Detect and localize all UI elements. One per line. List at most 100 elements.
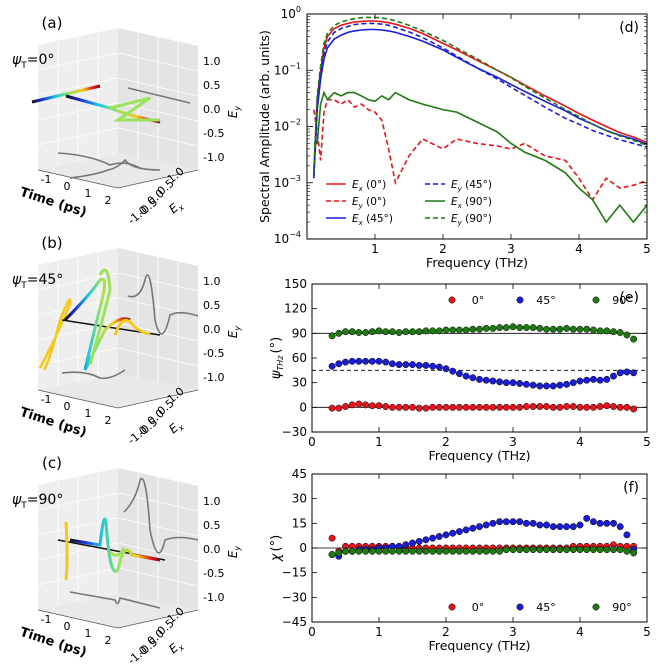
data-point-90 [409, 547, 416, 555]
data-point-0 [429, 403, 437, 411]
data-point-45 [455, 370, 463, 378]
legend-symbol: E [352, 213, 359, 225]
y-tick-label: 120 [284, 302, 307, 316]
legend-tail: (45°) [462, 179, 492, 191]
data-point-90 [623, 547, 631, 555]
time-tick-label: -1 [41, 393, 52, 406]
y-tick-label: 0 [299, 541, 307, 555]
data-point-90 [522, 546, 530, 554]
ey-symbol: E [226, 550, 240, 558]
projection-ey [127, 87, 191, 104]
data-point-90 [502, 546, 510, 554]
data-point-45 [569, 379, 577, 387]
y-label-unit: (°) [269, 337, 284, 354]
legend-subscript: x [358, 219, 364, 227]
data-point-45 [388, 360, 396, 368]
y-tick-label: 10−4 [274, 230, 301, 246]
y-label-subscript: THz [276, 355, 285, 371]
floor-pane [38, 594, 198, 628]
data-point-45 [449, 529, 457, 537]
legend-label: Ex (90°) [451, 196, 492, 210]
y-axis-label: ψTHz(°) [269, 337, 285, 379]
data-point-90 [563, 324, 571, 332]
legend-label: Ey (45°) [451, 179, 492, 193]
data-point-45 [455, 528, 463, 536]
data-point-90 [442, 547, 450, 555]
data-point-0 [516, 403, 524, 411]
panel-label: (d) [619, 20, 639, 36]
data-point-90 [589, 326, 597, 334]
ey-tick-label: -1.0 [203, 371, 224, 384]
data-point-90 [630, 549, 638, 557]
data-point-45 [610, 372, 617, 380]
ey-axis-label: Ey [226, 546, 242, 559]
ex-axis-label: Ex [166, 197, 186, 217]
data-point-45 [576, 521, 584, 529]
ey-tick-label: -1.0 [203, 151, 224, 164]
data-point-90 [375, 547, 383, 555]
y-tick-label: 100 [281, 5, 301, 21]
legend-marker [516, 296, 524, 304]
projection-ey [123, 477, 199, 554]
data-point-45 [583, 514, 591, 522]
time-axis-label: Time (ps) [18, 185, 88, 221]
data-point-45 [489, 519, 497, 527]
data-point-45 [402, 541, 410, 549]
ey-tick-label: -1.0 [203, 591, 224, 604]
psi-value: =45° [27, 272, 64, 288]
y-tick-base: 10 [274, 63, 289, 77]
data-point-45 [429, 362, 437, 370]
ey-tick-label: 0.5 [203, 299, 221, 312]
psi-subscript: T [20, 501, 27, 511]
data-point-45 [516, 380, 524, 387]
legend-marker [516, 603, 524, 611]
data-point-90 [576, 325, 584, 333]
x-tick-label: 0 [308, 625, 316, 639]
y-tick-label: 90 [292, 326, 307, 340]
data-point-90 [368, 328, 376, 336]
legend-tail: (45°) [363, 213, 393, 225]
data-point-45 [516, 518, 524, 526]
data-point-45 [556, 381, 564, 389]
ey-subscript: y [233, 546, 242, 552]
data-point-45 [509, 379, 517, 387]
data-point-90 [388, 328, 396, 336]
y-tick-label: 30 [292, 376, 307, 390]
data-point-45 [589, 375, 597, 383]
data-point-90 [583, 546, 591, 554]
data-point-90 [563, 546, 571, 554]
projection-floor [61, 369, 126, 380]
legend-label: Ey (0°) [352, 196, 386, 210]
legend-label: 90° [612, 294, 632, 307]
data-point-0 [382, 403, 390, 410]
y-tick-label: −45 [282, 615, 307, 629]
data-point-90 [328, 332, 336, 340]
data-point-90 [402, 547, 410, 555]
legend-marker [592, 296, 600, 304]
ey-tick-label: 0.0 [203, 103, 221, 116]
waveform-edge [64, 521, 69, 581]
data-point-90 [549, 325, 557, 333]
data-point-0 [362, 401, 370, 409]
data-point-90 [549, 546, 557, 554]
data-point-45 [489, 377, 497, 385]
data-point-0 [543, 403, 550, 410]
data-point-90 [348, 328, 356, 336]
data-point-45 [348, 357, 356, 365]
data-point-45 [563, 380, 571, 388]
data-point-0 [496, 403, 504, 411]
x-axis-label: Frequency (THz) [429, 448, 531, 463]
data-point-90 [348, 547, 356, 555]
data-point-0 [549, 403, 557, 411]
time-tick-label: -1 [41, 173, 52, 186]
data-point-45 [589, 518, 597, 526]
data-point-90 [355, 547, 363, 555]
panel-3d-c: (c)ψT=90° 1.00.50.0-0.5-1.0Ey1.00.50.0-0.… [12, 454, 242, 664]
data-point-0 [522, 403, 530, 410]
data-point-0 [422, 404, 430, 412]
data-point-0 [328, 534, 336, 542]
legend-symbol: E [451, 196, 458, 208]
data-point-45 [522, 519, 530, 527]
